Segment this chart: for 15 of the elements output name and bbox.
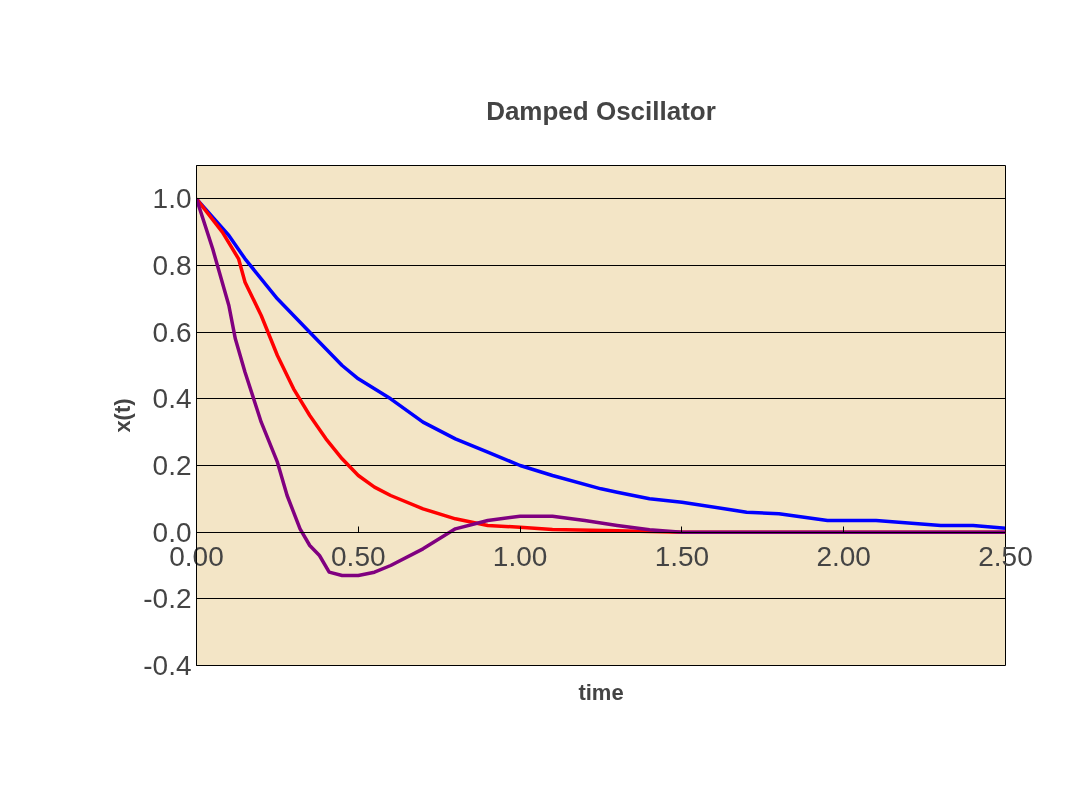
y-tick-label: -0.2 (143, 583, 192, 615)
y-tick-label: 1.0 (152, 183, 192, 215)
y-tick-label: 0.8 (152, 250, 192, 281)
y-tick-label: 0.2 (152, 450, 192, 481)
chart-title: Damped Oscillator (486, 95, 716, 126)
x-tick-label: 0.50 (331, 540, 386, 572)
y-axis-title: x(t) (110, 398, 136, 433)
x-axis-title: time (578, 680, 624, 705)
y-tick-label: 0.4 (152, 383, 192, 415)
x-tick-label: 1.00 (492, 540, 548, 572)
y-tick-label: -0.4 (143, 650, 192, 681)
y-tick-label: 0.0 (152, 516, 192, 548)
x-tick-label: 2.00 (816, 540, 871, 572)
x-tick-label: 1.50 (654, 540, 710, 572)
y-tick-label: 0.6 (152, 316, 192, 348)
